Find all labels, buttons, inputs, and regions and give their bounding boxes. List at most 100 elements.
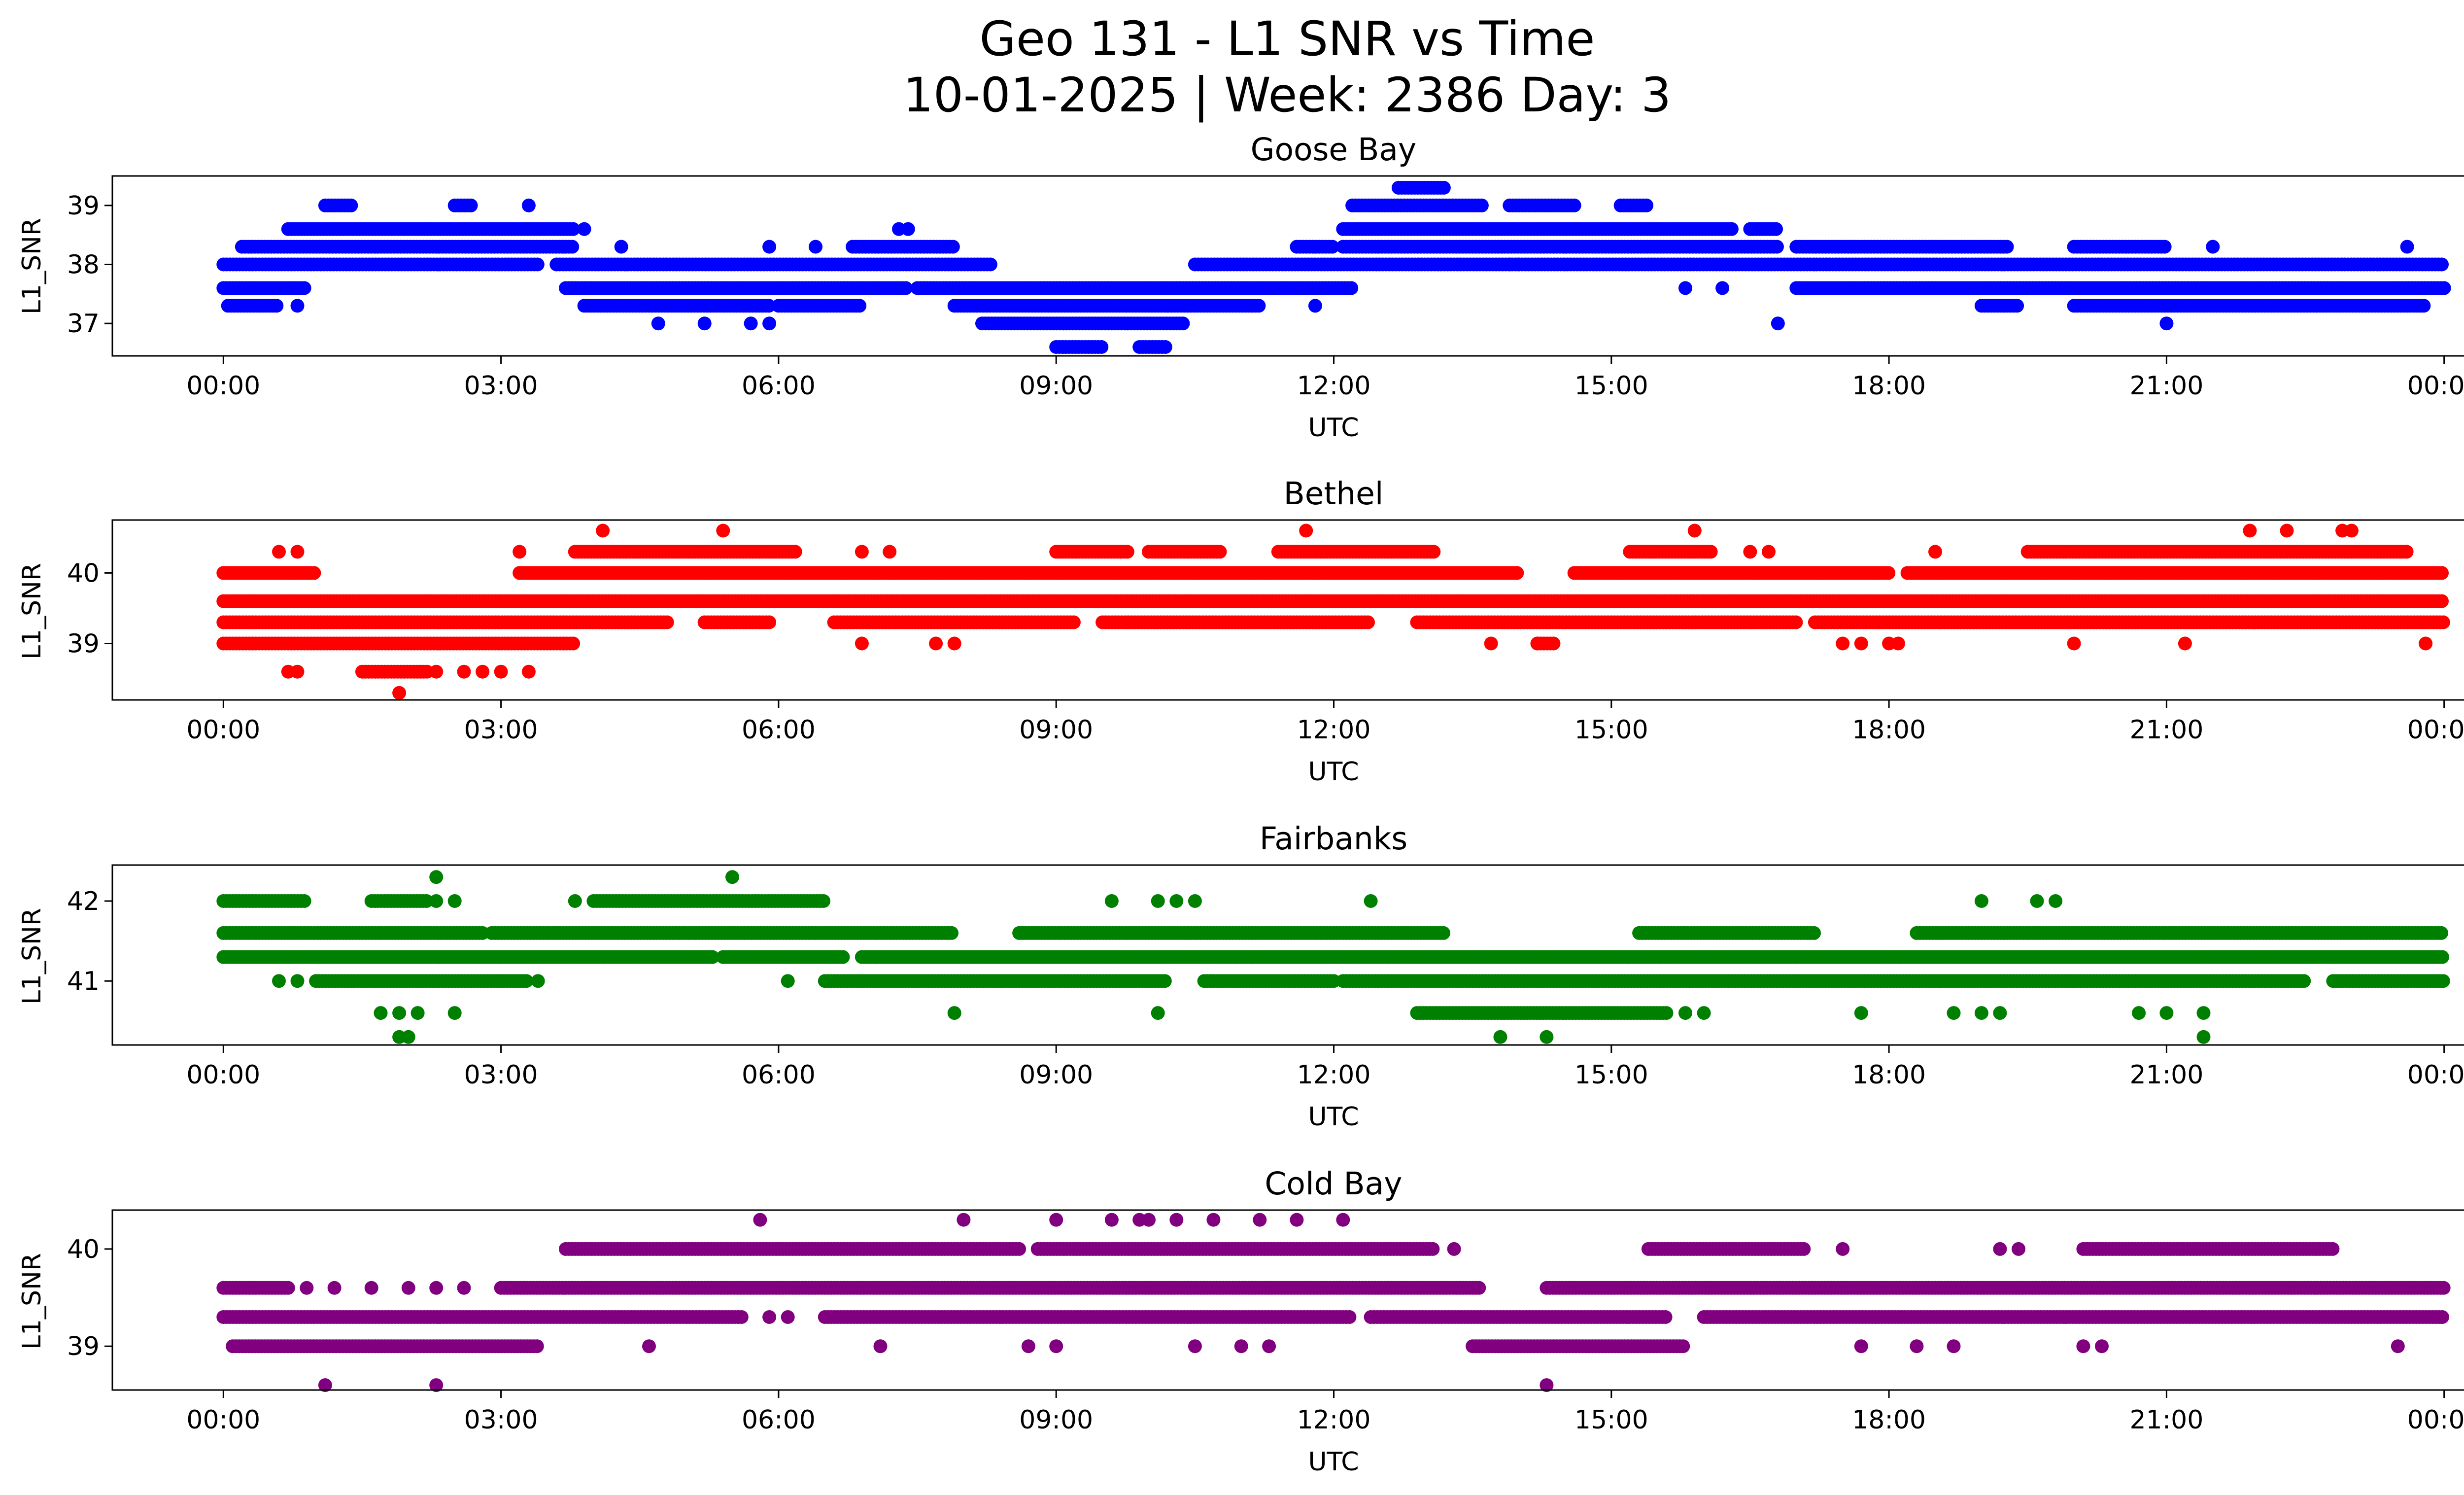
x-tick-label: 15:00 xyxy=(1574,371,1648,401)
data-point xyxy=(929,636,943,651)
data-point xyxy=(2159,316,2174,331)
data-point xyxy=(1928,545,1942,559)
data-point xyxy=(883,545,897,559)
data-point xyxy=(946,240,960,254)
x-axis-label: UTC xyxy=(1308,413,1359,443)
data-point xyxy=(1836,636,1850,651)
panel-fairbanks: Fairbanks UTC L1_SNR 00:00 03:00 06:00 09:0… xyxy=(17,821,2464,1132)
data-point xyxy=(762,240,777,254)
data-point xyxy=(596,523,610,538)
y-tick-label: 37 xyxy=(67,309,100,339)
x-tick-label: 06:00 xyxy=(742,715,816,745)
data-point xyxy=(1176,316,1190,331)
data-point xyxy=(290,545,305,559)
x-tick-label: 09:00 xyxy=(1019,371,1093,401)
data-point xyxy=(1120,545,1134,559)
data-point xyxy=(530,257,545,272)
x-tick-label: 00:00 xyxy=(186,371,260,401)
data-point xyxy=(513,545,527,559)
x-tick-label: 18:00 xyxy=(1852,715,1926,745)
data-point xyxy=(1066,615,1081,629)
panel-bethel: Bethel UTC L1_SNR 00:00 03:00 06:00 09:00 12… xyxy=(17,476,2464,787)
data-point xyxy=(2067,636,2081,651)
x-tick-label: 00:00 xyxy=(2407,715,2464,745)
data-point xyxy=(1160,299,1174,313)
data-point xyxy=(660,615,674,629)
data-point xyxy=(2437,281,2451,295)
data-point xyxy=(2399,545,2414,559)
data-point xyxy=(344,198,358,212)
data-point xyxy=(1344,281,1359,295)
figure-title-line1: Geo 131 - L1 SNR vs Time xyxy=(980,11,1595,67)
data-point xyxy=(2435,566,2449,580)
data-point xyxy=(947,636,961,651)
data-point xyxy=(1427,545,1441,559)
x-axis-label: UTC xyxy=(1308,757,1359,787)
data-points xyxy=(216,870,2450,1044)
data-point xyxy=(521,664,536,679)
data-point xyxy=(809,240,822,254)
data-point xyxy=(1546,636,1561,651)
data-point xyxy=(1567,198,1581,212)
data-point xyxy=(1213,545,1227,559)
data-point xyxy=(290,664,305,679)
x-tick-label: 00:00 xyxy=(186,715,260,745)
data-point xyxy=(566,222,581,236)
data-point xyxy=(1484,636,1498,651)
data-point xyxy=(1789,615,1803,629)
data-point xyxy=(788,545,802,559)
data-point xyxy=(1095,340,1109,354)
data-point xyxy=(521,198,536,212)
data-point xyxy=(2419,636,2433,651)
data-point xyxy=(1474,198,1489,212)
y-tick-label: 39 xyxy=(67,629,100,659)
x-tick-label: 12:00 xyxy=(1297,371,1371,401)
data-point xyxy=(1743,545,1757,559)
data-point xyxy=(1762,545,1776,559)
data-point xyxy=(297,281,311,295)
data-point xyxy=(2178,636,2192,651)
data-point xyxy=(457,664,471,679)
data-point xyxy=(464,198,478,212)
x-tick-label: 03:00 xyxy=(464,371,538,401)
data-point xyxy=(1308,299,1322,313)
data-point xyxy=(307,566,321,580)
data-point xyxy=(1715,281,1730,295)
figure-title-line2: 10-01-2025 | Week: 2386 Day: 3 xyxy=(903,68,1672,123)
data-point xyxy=(1769,222,1783,236)
data-point xyxy=(1437,180,1451,195)
data-point xyxy=(272,545,286,559)
data-point xyxy=(762,615,777,629)
data-point xyxy=(614,240,628,254)
data-point xyxy=(2010,299,2024,313)
data-point xyxy=(565,240,580,254)
data-point xyxy=(1158,340,1172,354)
data-point xyxy=(899,281,913,295)
data-point xyxy=(1512,257,1526,272)
x-tick-label: 15:00 xyxy=(1574,715,1648,745)
data-point xyxy=(2243,523,2257,538)
data-point xyxy=(1882,566,1896,580)
data-point xyxy=(855,545,869,559)
y-axis-label: L1_SNR xyxy=(17,908,47,1005)
data-point xyxy=(716,523,730,538)
data-point xyxy=(1530,636,1544,651)
data-point xyxy=(2157,240,2172,254)
y-axis-label: L1_SNR xyxy=(17,218,47,314)
data-point xyxy=(577,222,591,236)
panel-goose-bay: Goose Bay UTC L1_SNR 00:00 03:00 06:00 09:0… xyxy=(17,132,2464,443)
data-point xyxy=(566,636,581,651)
x-tick-label: 06:00 xyxy=(742,371,816,401)
data-point xyxy=(836,950,850,964)
data-point xyxy=(1325,240,1339,254)
data-point xyxy=(1252,299,1266,313)
x-tick-label: 09:00 xyxy=(1019,715,1093,745)
data-point xyxy=(762,316,777,331)
data-point xyxy=(1891,636,1905,651)
data-point xyxy=(651,316,665,331)
data-point xyxy=(2436,615,2450,629)
panel-title: Fairbanks xyxy=(1260,821,1407,857)
data-point xyxy=(762,299,776,313)
data-point xyxy=(1687,523,1702,538)
